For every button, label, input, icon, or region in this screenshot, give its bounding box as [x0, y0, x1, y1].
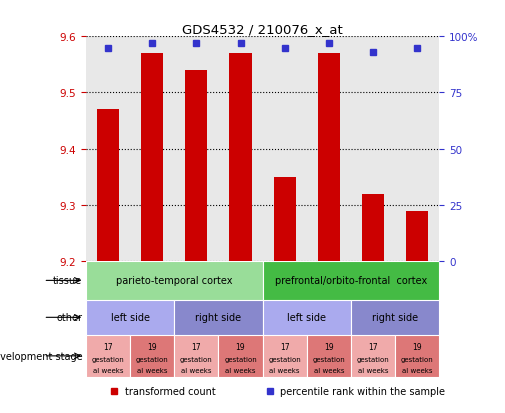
Text: al weeks: al weeks — [358, 368, 388, 374]
Text: right side: right side — [372, 313, 418, 323]
Text: 19: 19 — [147, 342, 157, 351]
Text: gestation: gestation — [180, 356, 213, 362]
Text: al weeks: al weeks — [402, 368, 432, 374]
Text: 19: 19 — [413, 342, 422, 351]
Bar — [406, 211, 428, 261]
Bar — [185, 71, 208, 261]
Text: al weeks: al weeks — [137, 368, 167, 374]
Bar — [130, 335, 174, 377]
Bar — [263, 300, 351, 335]
Bar — [362, 194, 384, 261]
Text: percentile rank within the sample: percentile rank within the sample — [280, 386, 445, 396]
Bar — [307, 335, 351, 377]
Text: gestation: gestation — [224, 356, 257, 362]
Text: gestation: gestation — [136, 356, 169, 362]
Bar — [219, 335, 263, 377]
Text: transformed count: transformed count — [125, 386, 216, 396]
Text: al weeks: al weeks — [181, 368, 212, 374]
Text: gestation: gestation — [401, 356, 434, 362]
Text: al weeks: al weeks — [314, 368, 344, 374]
Text: 17: 17 — [280, 342, 289, 351]
Bar — [263, 335, 307, 377]
Bar — [86, 261, 263, 300]
Text: al weeks: al weeks — [225, 368, 256, 374]
Bar — [86, 300, 174, 335]
Title: GDS4532 / 210076_x_at: GDS4532 / 210076_x_at — [182, 23, 343, 36]
Text: gestation: gestation — [313, 356, 345, 362]
Bar — [174, 300, 263, 335]
Text: left side: left side — [287, 313, 326, 323]
Text: prefrontal/orbito-frontal  cortex: prefrontal/orbito-frontal cortex — [275, 276, 427, 286]
Text: parieto-temporal cortex: parieto-temporal cortex — [116, 276, 232, 286]
Text: 17: 17 — [191, 342, 201, 351]
Bar — [86, 335, 130, 377]
Text: tissue: tissue — [53, 276, 82, 286]
Bar — [395, 335, 439, 377]
Text: gestation: gestation — [91, 356, 124, 362]
Bar — [351, 335, 395, 377]
Text: other: other — [57, 313, 82, 323]
Text: gestation: gestation — [268, 356, 301, 362]
Text: development stage: development stage — [0, 351, 82, 361]
Text: 17: 17 — [368, 342, 378, 351]
Bar — [229, 54, 251, 261]
Text: 19: 19 — [324, 342, 334, 351]
Text: 19: 19 — [236, 342, 245, 351]
Bar — [141, 54, 163, 261]
Text: 17: 17 — [103, 342, 113, 351]
Bar — [351, 300, 439, 335]
Bar — [318, 54, 340, 261]
Bar — [174, 335, 219, 377]
Text: left side: left side — [111, 313, 149, 323]
Text: al weeks: al weeks — [270, 368, 300, 374]
Bar — [263, 261, 439, 300]
Text: al weeks: al weeks — [93, 368, 123, 374]
Bar — [274, 177, 296, 261]
Text: gestation: gestation — [357, 356, 389, 362]
Text: right side: right side — [195, 313, 241, 323]
Bar — [97, 110, 119, 261]
